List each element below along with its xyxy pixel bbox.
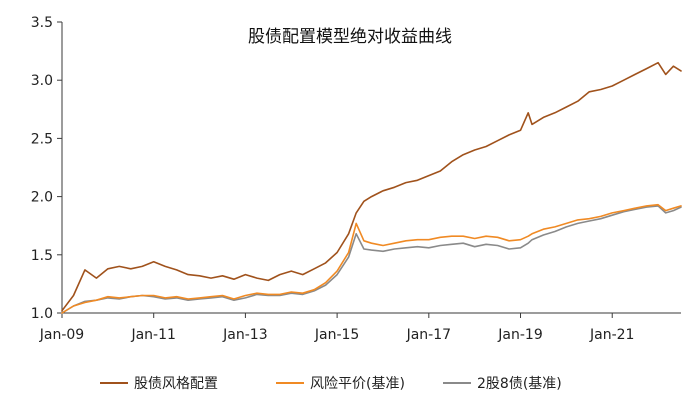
- series-line-1: [61, 203, 682, 314]
- x-tick-label: Jan-15: [314, 327, 359, 343]
- x-tick-label: Jan-09: [39, 327, 84, 343]
- y-tick-label: 3.0: [31, 73, 53, 89]
- x-tick-label: Jan-19: [497, 327, 542, 343]
- y-tick-label: 1.0: [31, 306, 53, 322]
- x-tick-label: Jan-21: [589, 327, 634, 343]
- axes: [61, 22, 681, 314]
- x-tick-label: Jan-13: [222, 327, 267, 343]
- series-lines: [61, 61, 682, 314]
- legend-label-2: 2股8债(基准): [477, 375, 562, 392]
- x-tick-labels: Jan-09 Jan-11 Jan-13 Jan-15 Jan-17 Jan-19 Jan-…: [39, 313, 634, 343]
- x-tick-label: Jan-17: [406, 327, 451, 343]
- y-tick-label: 2.5: [31, 131, 53, 147]
- legend: 股债风格配置 风险平价(基准) 2股8债(基准): [100, 375, 562, 392]
- y-tick-labels: 1.0 1.5 2.0 2.5 3.0 3.5: [31, 15, 62, 322]
- y-tick-label: 2.0: [31, 190, 53, 206]
- chart-title: 股债配置模型绝对收益曲线: [248, 27, 452, 47]
- legend-label-0: 股债风格配置: [134, 376, 218, 392]
- series-line-0: [61, 61, 682, 312]
- x-tick-label: Jan-11: [130, 327, 175, 343]
- y-tick-label: 1.5: [31, 248, 53, 264]
- legend-label-1: 风险平价(基准): [310, 375, 405, 392]
- series-line-2: [61, 205, 682, 314]
- y-tick-label: 3.5: [31, 15, 53, 31]
